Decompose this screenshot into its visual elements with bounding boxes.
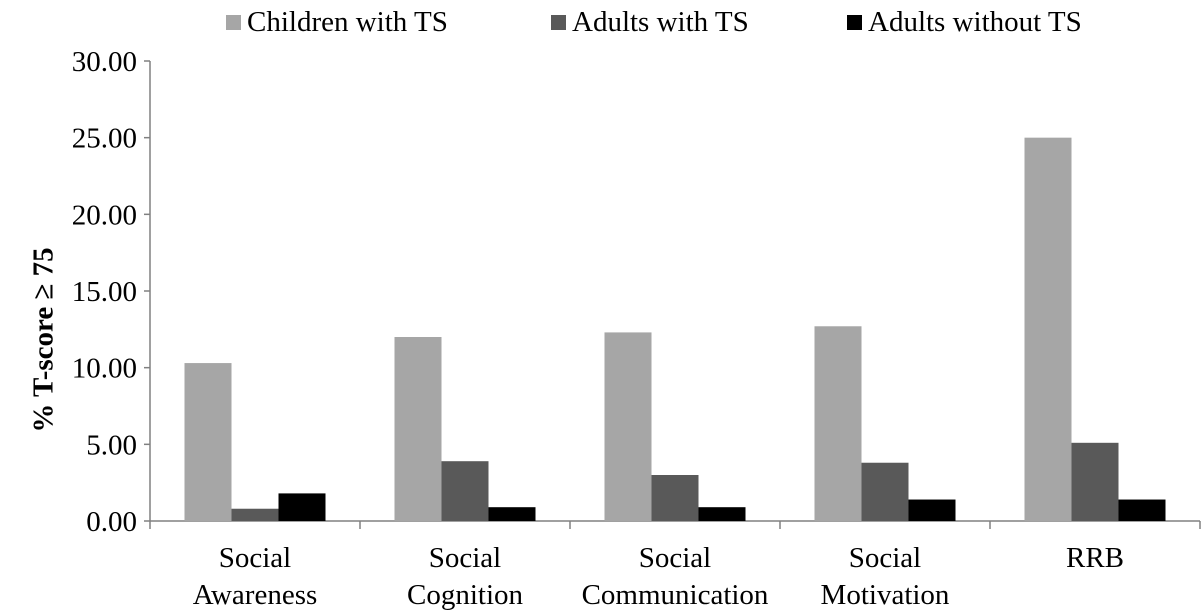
- x-tick-label: Cognition: [407, 579, 524, 611]
- chart-legend: Children with TS Adults with TS Adults w…: [0, 4, 1202, 40]
- x-tick-label: RRB: [1066, 542, 1124, 574]
- y-tick-label: 20.00: [72, 199, 137, 231]
- x-tick-label: Social: [429, 542, 502, 574]
- bar: [861, 462, 909, 521]
- x-tick-label: Social: [639, 542, 712, 574]
- legend-swatch: [551, 14, 566, 30]
- x-tick-label: Social: [849, 542, 922, 574]
- y-tick-label: 0.00: [86, 506, 137, 538]
- bar: [278, 493, 326, 521]
- x-tick-label: Social: [219, 542, 292, 574]
- x-tick-label: Awareness: [193, 579, 318, 611]
- bar: [908, 499, 956, 521]
- x-tick-label: Communication: [582, 579, 769, 611]
- bar: [604, 332, 652, 521]
- bar: [698, 507, 746, 521]
- bar: [441, 461, 489, 521]
- legend-swatch: [226, 14, 241, 30]
- y-tick-label: 30.00: [72, 46, 137, 78]
- legend-item-children-with-ts: Children with TS: [226, 4, 448, 40]
- bar: [394, 337, 442, 521]
- legend-swatch: [847, 14, 862, 30]
- legend-item-adults-with-ts: Adults with TS: [551, 4, 749, 40]
- bar: [1071, 442, 1119, 521]
- x-tick-label: Motivation: [821, 579, 950, 611]
- legend-label: Children with TS: [247, 5, 448, 38]
- legend-label: Adults without TS: [868, 5, 1082, 38]
- y-tick-label: 10.00: [72, 353, 137, 385]
- bar: [488, 507, 536, 521]
- y-tick-label: 25.00: [72, 123, 137, 155]
- bar: [184, 363, 232, 521]
- bar: [231, 508, 279, 521]
- legend-label: Adults with TS: [572, 5, 749, 38]
- y-tick-label: 15.00: [72, 276, 137, 308]
- bar: [651, 475, 699, 521]
- y-tick-label: 5.00: [86, 429, 137, 461]
- bar: [1118, 499, 1166, 521]
- bar: [1024, 137, 1072, 521]
- legend-item-adults-without-ts: Adults without TS: [847, 4, 1082, 40]
- bar: [814, 326, 862, 521]
